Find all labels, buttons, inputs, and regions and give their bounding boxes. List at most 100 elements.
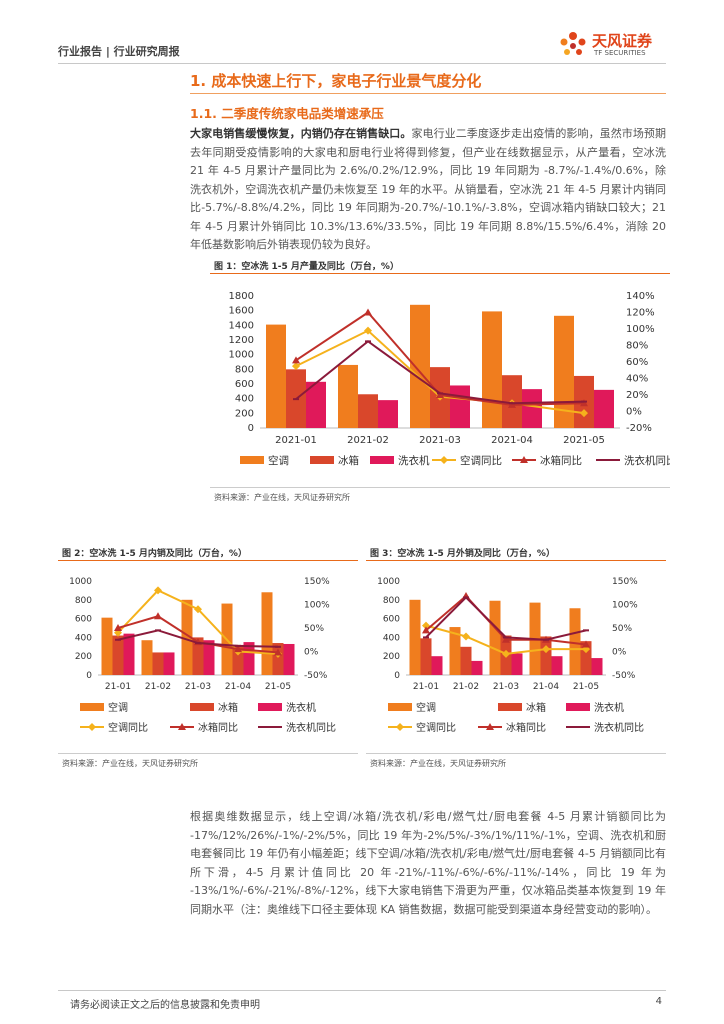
figure-2-chart: 0 200 400 600 800 1000 -50% 0% 50% 100% 150% 21-01 2… (69, 577, 336, 734)
point-空调同比 (364, 326, 372, 335)
bar-空调 (489, 600, 501, 675)
legend-label: 空调 (108, 701, 128, 714)
y2-tick-label: 120% (626, 308, 655, 319)
y-tick-label: 1000 (377, 577, 400, 587)
legend-label: 空调同比 (460, 454, 502, 467)
bar-洗衣机 (243, 642, 255, 675)
x-tick-label: 21-02 (145, 682, 171, 692)
point-冰箱同比 (154, 612, 162, 620)
y-tick-label: 600 (75, 615, 92, 625)
y2-tick-label: -50% (612, 671, 636, 681)
figure-3-source: 资料来源：产业在线，天风证券研究所 (370, 759, 506, 768)
legend-marker (440, 456, 448, 464)
x-tick-label: 2021-03 (419, 435, 461, 446)
point-冰箱同比 (436, 391, 444, 398)
bar-洗衣机 (522, 389, 542, 428)
bar-冰箱 (420, 638, 432, 675)
footer-divider (58, 990, 666, 991)
bar-洗衣机 (594, 389, 614, 428)
point-空调同比 (422, 621, 430, 630)
section-underline (190, 93, 666, 94)
legend-swatch (566, 703, 590, 711)
subsection-heading: 1.1. 二季度传统家电品类增速承压 (190, 106, 384, 121)
y-tick-label: 600 (235, 379, 254, 390)
point-冰箱同比 (508, 400, 516, 408)
bar-空调 (409, 599, 421, 675)
x-tick-label: 21-05 (573, 682, 599, 692)
x-tick-label: 21-01 (105, 682, 131, 692)
company-logo: 天风证券 TF SECURITIES (556, 28, 666, 60)
legend-swatch (240, 456, 264, 464)
y-tick-label: 1200 (229, 335, 254, 346)
y2-tick-label: 50% (304, 624, 324, 634)
bar-洗衣机 (163, 652, 175, 675)
y2-tick-label: 0% (626, 407, 642, 418)
y2-tick-label: 150% (612, 577, 638, 587)
legend-swatch (388, 703, 412, 711)
y2-tick-label: 100% (612, 601, 638, 611)
y-tick-label: 1000 (229, 350, 254, 361)
y-tick-label: 400 (75, 633, 92, 643)
legend-label: 冰箱同比 (198, 721, 238, 734)
legend-label: 冰箱 (526, 701, 546, 714)
legend-label: 空调同比 (108, 721, 148, 734)
bar-空调 (181, 599, 193, 675)
bar-洗衣机 (431, 656, 443, 675)
bar-洗衣机 (378, 400, 398, 428)
legend-swatch (258, 703, 282, 711)
legend-label: 洗衣机同比 (286, 721, 336, 734)
point-冰箱同比 (234, 645, 242, 653)
x-tick-label: 2021-02 (347, 435, 389, 446)
y-tick-label: 800 (235, 364, 254, 375)
footer-disclaimer: 请务必阅读正文之后的信息披露和免责申明 (70, 1000, 260, 1011)
figure-1-title: 图 1：空冰洗 1-5 月产量及同比（万台，%） (214, 262, 399, 272)
bar-冰箱 (192, 637, 204, 675)
legend-label: 冰箱同比 (540, 454, 582, 467)
y-tick-label: 200 (235, 408, 254, 419)
bar-空调 (449, 627, 461, 675)
legend-swatch (190, 703, 214, 711)
y-tick-label: 1600 (229, 306, 254, 317)
bar-洗衣机 (283, 643, 295, 675)
bar-洗衣机 (471, 660, 483, 675)
x-tick-label: 21-05 (265, 682, 291, 692)
y2-tick-label: 40% (626, 374, 648, 385)
point-冰箱同比 (292, 356, 300, 364)
figure-2-source: 资料来源：产业在线，天风证券研究所 (62, 759, 198, 768)
legend-label: 空调 (416, 701, 436, 714)
legend-label: 冰箱同比 (506, 721, 546, 734)
point-空调同比 (154, 586, 162, 595)
legend-swatch (310, 456, 334, 464)
point-冰箱同比 (274, 648, 282, 656)
legend-label: 空调同比 (416, 721, 456, 734)
y2-tick-label: 80% (626, 341, 648, 352)
y-tick-label: 800 (75, 596, 92, 606)
logo-text-en: TF SECURITIES (594, 49, 646, 57)
x-tick-label: 21-03 (185, 682, 211, 692)
bar-空调 (410, 304, 430, 428)
legend-label: 冰箱 (218, 701, 238, 714)
figure-3-title: 图 3：空冰洗 1-5 月外销及同比（万台，%） (370, 549, 555, 559)
y2-tick-label: -50% (304, 671, 328, 681)
logo-flower-icon (560, 32, 586, 55)
bar-空调 (266, 324, 286, 428)
bar-空调 (554, 315, 574, 428)
y2-tick-label: 150% (304, 577, 330, 587)
y2-tick-label: 100% (626, 324, 655, 335)
legend-label: 洗衣机 (594, 701, 624, 714)
paragraph-lead: 大家电销售缓慢恢复，内销仍存在销售缺口。 (190, 127, 412, 140)
y2-tick-label: 0% (612, 648, 627, 658)
point-空调同比 (462, 632, 470, 641)
y2-tick-label: 100% (304, 601, 330, 611)
bar-空调 (338, 364, 358, 428)
y2-tick-label: 60% (626, 357, 648, 368)
y2-tick-label: 0% (304, 648, 319, 658)
x-tick-label: 2021-04 (491, 435, 533, 446)
y2-tick-label: -20% (626, 423, 652, 434)
bar-洗衣机 (551, 656, 563, 675)
page-number: 4 (655, 996, 662, 1007)
y-tick-label: 400 (383, 633, 400, 643)
bar-空调 (101, 617, 113, 675)
figure-2-title: 图 2：空冰洗 1-5 月内销及同比（万台，%） (62, 549, 247, 559)
figure-1-source-rule (210, 487, 670, 488)
